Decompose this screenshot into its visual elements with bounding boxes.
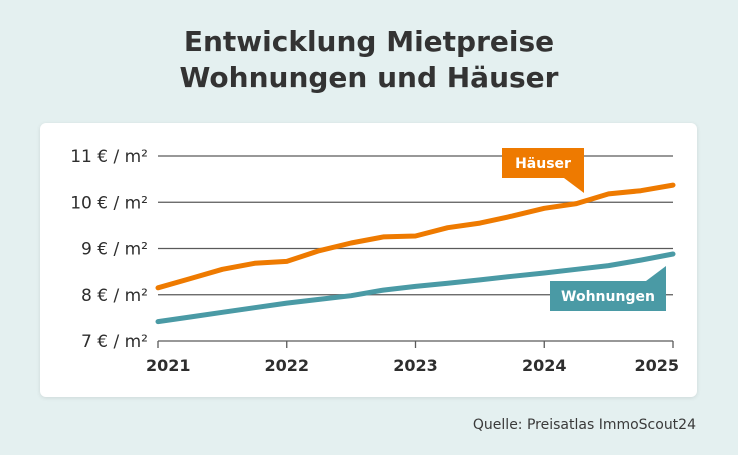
annotation-box (502, 148, 584, 178)
annotation-box (550, 281, 666, 311)
x-tick-label: 2023 (393, 356, 438, 375)
chart-card: 11 € / m² 10 € / m² 9 € / m² 8 € / m² 7 € / … (40, 123, 697, 397)
series-line-wohnungen (155, 251, 676, 325)
annotation-pointer (646, 266, 666, 281)
y-tick-label: 11 € / m² (70, 147, 148, 167)
y-tick-label: 9 € / m² (81, 240, 148, 260)
annotation-pointer (564, 178, 584, 193)
y-tick-label: 8 € / m² (81, 286, 148, 306)
chart-title-line-1: Entwicklung Mietpreise (183, 25, 555, 58)
annotation-label: Wohnungen (561, 289, 655, 305)
y-tick-label: 7 € / m² (81, 332, 148, 352)
x-tick-label: 2021 (146, 356, 191, 375)
annotation-label: Häuser (515, 156, 571, 172)
source-note: Quelle: Preisatlas ImmoScout24 (472, 417, 696, 433)
chart-title-line-2: Wohnungen und Häuser (179, 61, 559, 94)
x-tick-label: 2022 (264, 356, 309, 375)
x-tick-label: 2025 (634, 356, 679, 375)
chart-title: Entwicklung Mietpreise Wohnungen und Häu… (0, 24, 738, 96)
y-tick-label: 10 € / m² (70, 193, 148, 213)
series-line-h-user (155, 182, 676, 291)
x-tick-label: 2024 (522, 356, 567, 375)
line-chart: 11 € / m² 10 € / m² 9 € / m² 8 € / m² 7 € / … (70, 147, 679, 375)
